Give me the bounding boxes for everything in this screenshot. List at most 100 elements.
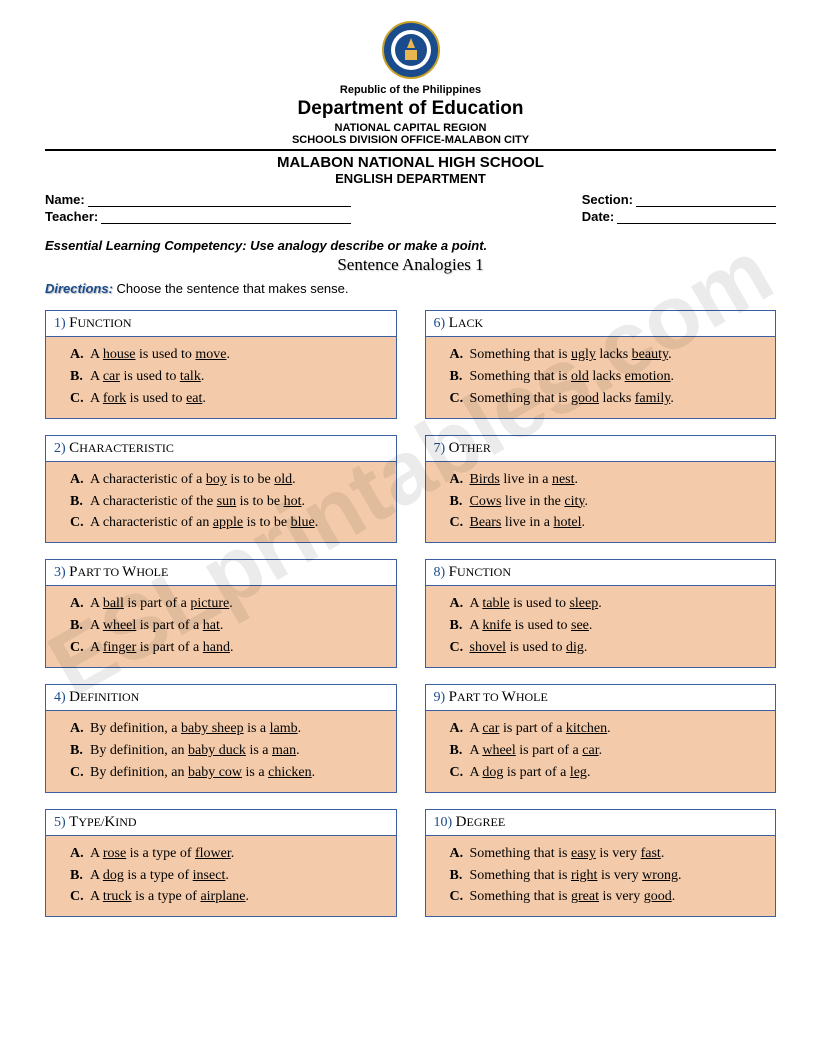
directions: Directions: Choose the sentence that mak… xyxy=(45,281,776,296)
option-label: C. xyxy=(70,514,90,533)
option-text: A knife is used to see. xyxy=(470,617,768,636)
header-divider xyxy=(45,149,776,151)
option-text: Bears live in a hotel. xyxy=(470,514,768,533)
option-label: C. xyxy=(450,639,470,658)
answer-option[interactable]: A.A rose is a type of flower. xyxy=(70,845,388,864)
option-label: A. xyxy=(70,471,90,490)
english-dept: ENGLISH DEPARTMENT xyxy=(45,171,776,186)
answer-option[interactable]: C.Something that is great is very good. xyxy=(450,888,768,907)
option-label: A. xyxy=(450,471,470,490)
option-text: A car is used to talk. xyxy=(90,368,388,387)
region-text: NATIONAL CAPITAL REGION xyxy=(45,122,776,134)
answer-option[interactable]: C.Something that is good lacks family. xyxy=(450,390,768,409)
answer-option[interactable]: B.A dog is a type of insect. xyxy=(70,867,388,886)
question-box: 10) DEGREEA.Something that is easy is ve… xyxy=(425,809,777,918)
answer-option[interactable]: C.By definition, an baby cow is a chicke… xyxy=(70,764,388,783)
questions-container: 1) FUNCTIONA.A house is used to move.B.A… xyxy=(45,310,776,917)
section-label: Section: xyxy=(582,192,633,207)
option-label: C. xyxy=(450,514,470,533)
option-label: C. xyxy=(450,764,470,783)
question-body: A.A house is used to move. B.A car is use… xyxy=(46,337,396,418)
date-label: Date: xyxy=(582,209,615,224)
option-label: A. xyxy=(70,845,90,864)
answer-option[interactable]: A.A ball is part of a picture. xyxy=(70,595,388,614)
option-label: B. xyxy=(70,617,90,636)
answer-option[interactable]: B.Something that is right is very wrong. xyxy=(450,867,768,886)
answer-option[interactable]: A.Something that is easy is very fast. xyxy=(450,845,768,864)
answer-option[interactable]: B.By definition, an baby duck is a man. xyxy=(70,742,388,761)
republic-text: Republic of the Philippines xyxy=(45,84,776,96)
answer-option[interactable]: A.A car is part of a kitchen. xyxy=(450,720,768,739)
teacher-label: Teacher: xyxy=(45,209,98,224)
question-box: 6) LACKA.Something that is ugly lacks be… xyxy=(425,310,777,419)
option-text: A finger is part of a hand. xyxy=(90,639,388,658)
question-box: 9) PART TO WHOLEA.A car is part of a kit… xyxy=(425,684,777,793)
option-text: By definition, an baby duck is a man. xyxy=(90,742,388,761)
option-text: Something that is ugly lacks beauty. xyxy=(470,346,768,365)
question-header: 1) FUNCTION xyxy=(46,311,396,337)
option-text: By definition, an baby cow is a chicken. xyxy=(90,764,388,783)
answer-option[interactable]: B.Something that is old lacks emotion. xyxy=(450,368,768,387)
option-label: B. xyxy=(70,493,90,512)
option-label: C. xyxy=(70,390,90,409)
answer-option[interactable]: C.A characteristic of an apple is to be … xyxy=(70,514,388,533)
question-box: 3) PART TO WHOLEA.A ball is part of a pi… xyxy=(45,559,397,668)
answer-option[interactable]: A.A house is used to move. xyxy=(70,346,388,365)
question-box: 5) TYPE/KIND A.A rose is a type of flower… xyxy=(45,809,397,918)
section-line[interactable] xyxy=(636,206,776,207)
answer-option[interactable]: A.Something that is ugly lacks beauty. xyxy=(450,346,768,365)
answer-option[interactable]: A.A characteristic of a boy is to be old… xyxy=(70,471,388,490)
answer-option[interactable]: A.Birds live in a nest. xyxy=(450,471,768,490)
deped-logo-icon xyxy=(381,20,441,80)
question-header: 5) TYPE/KIND xyxy=(46,810,396,836)
name-label: Name: xyxy=(45,192,85,207)
name-field: Name: xyxy=(45,192,351,207)
option-text: A fork is used to eat. xyxy=(90,390,388,409)
question-box: 2) CHARACTERISTICA.A characteristic of a… xyxy=(45,435,397,544)
competency-text: Essential Learning Competency: Use analo… xyxy=(45,238,776,253)
question-body: A.Birds live in a nest. B.Cows live in th… xyxy=(426,462,776,543)
date-field: Date: xyxy=(582,209,776,224)
question-body: A.Something that is easy is very fast. B.… xyxy=(426,836,776,917)
directions-label: Directions: xyxy=(45,281,113,296)
option-label: B. xyxy=(450,368,470,387)
answer-option[interactable]: C. shovel is used to dig. xyxy=(450,639,768,658)
answer-option[interactable]: B.Cows live in the city. xyxy=(450,493,768,512)
option-text: shovel is used to dig. xyxy=(470,639,768,658)
option-label: B. xyxy=(450,493,470,512)
answer-option[interactable]: C.A finger is part of a hand. xyxy=(70,639,388,658)
answer-option[interactable]: B.A characteristic of the sun is to be h… xyxy=(70,493,388,512)
question-header: 7) OTHER xyxy=(426,436,776,462)
answer-option[interactable]: C.A fork is used to eat. xyxy=(70,390,388,409)
answer-option[interactable]: B.A car is used to talk. xyxy=(70,368,388,387)
school-name: MALABON NATIONAL HIGH SCHOOL xyxy=(45,154,776,171)
option-label: C. xyxy=(70,764,90,783)
document-header: Republic of the Philippines Department o… xyxy=(45,20,776,186)
option-label: B. xyxy=(450,617,470,636)
answer-option[interactable]: C.A dog is part of a leg. xyxy=(450,764,768,783)
option-label: B. xyxy=(70,368,90,387)
option-text: A dog is part of a leg. xyxy=(470,764,768,783)
question-header: 10) DEGREE xyxy=(426,810,776,836)
option-text: A table is used to sleep. xyxy=(470,595,768,614)
option-label: A. xyxy=(70,595,90,614)
option-label: C. xyxy=(450,390,470,409)
option-text: By definition, a baby sheep is a lamb. xyxy=(90,720,388,739)
option-text: A truck is a type of airplane. xyxy=(90,888,388,907)
option-label: A. xyxy=(450,720,470,739)
option-label: C. xyxy=(70,888,90,907)
answer-option[interactable]: B.A knife is used to see. xyxy=(450,617,768,636)
answer-option[interactable]: B.A wheel is part of a car. xyxy=(450,742,768,761)
option-text: Something that is old lacks emotion. xyxy=(470,368,768,387)
answer-option[interactable]: A.By definition, a baby sheep is a lamb. xyxy=(70,720,388,739)
date-line[interactable] xyxy=(617,223,776,224)
answer-option[interactable]: B.A wheel is part of a hat. xyxy=(70,617,388,636)
answer-option[interactable]: C.Bears live in a hotel. xyxy=(450,514,768,533)
option-text: A characteristic of the sun is to be hot… xyxy=(90,493,388,512)
name-line[interactable] xyxy=(88,206,351,207)
answer-option[interactable]: C.A truck is a type of airplane. xyxy=(70,888,388,907)
option-label: A. xyxy=(450,845,470,864)
section-field: Section: xyxy=(582,192,776,207)
answer-option[interactable]: A.A table is used to sleep. xyxy=(450,595,768,614)
teacher-line[interactable] xyxy=(101,223,351,224)
